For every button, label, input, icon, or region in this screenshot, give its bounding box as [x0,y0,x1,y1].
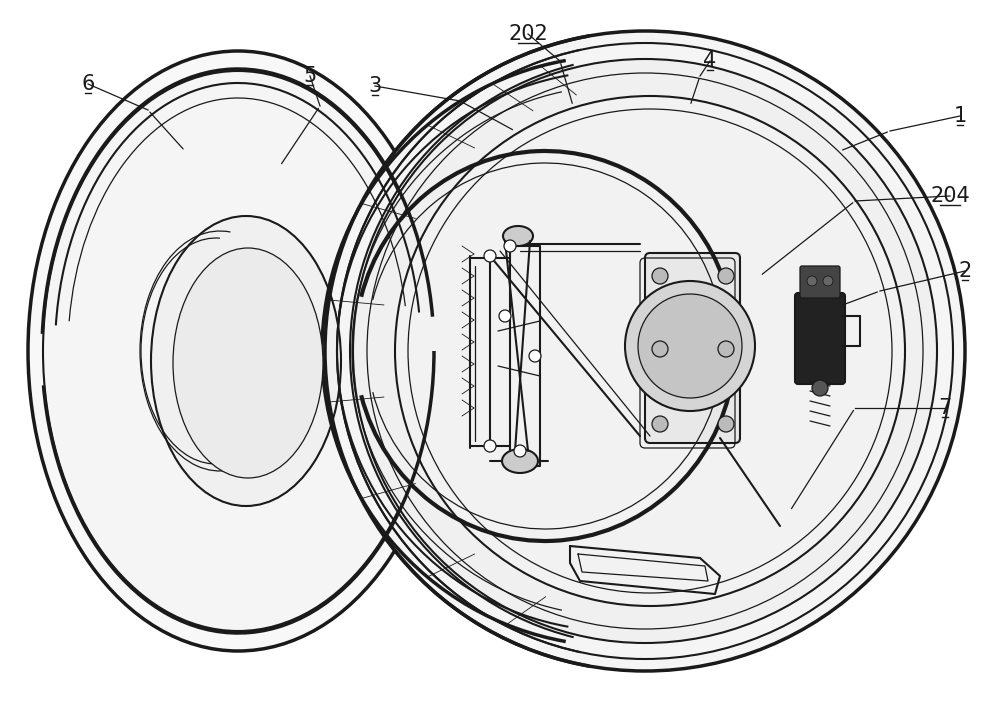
Ellipse shape [503,226,533,246]
Ellipse shape [718,416,734,432]
Ellipse shape [395,96,905,606]
Ellipse shape [652,416,668,432]
Ellipse shape [353,59,937,643]
Ellipse shape [812,380,828,396]
Ellipse shape [652,268,668,284]
FancyBboxPatch shape [645,253,740,443]
Text: 204: 204 [930,186,970,206]
Ellipse shape [638,294,742,398]
Ellipse shape [173,248,323,478]
Ellipse shape [43,71,433,631]
Text: 1: 1 [953,106,967,126]
Ellipse shape [484,440,496,452]
Ellipse shape [718,341,734,357]
Ellipse shape [484,250,496,262]
Text: 202: 202 [508,24,548,44]
Text: 6: 6 [81,74,95,94]
FancyBboxPatch shape [795,293,845,384]
Text: 4: 4 [703,51,717,71]
Ellipse shape [718,268,734,284]
Ellipse shape [652,341,668,357]
Ellipse shape [807,276,817,286]
Ellipse shape [504,240,516,252]
Text: 5: 5 [303,66,317,86]
Ellipse shape [625,281,755,411]
Text: 3: 3 [368,76,382,96]
Ellipse shape [823,276,833,286]
Ellipse shape [28,51,448,651]
Ellipse shape [514,445,526,457]
Ellipse shape [325,31,965,671]
Text: 2: 2 [958,261,972,281]
Text: 7: 7 [938,398,952,418]
Ellipse shape [499,310,511,322]
Ellipse shape [502,449,538,473]
FancyBboxPatch shape [800,266,840,298]
Ellipse shape [151,216,341,506]
Ellipse shape [529,350,541,362]
